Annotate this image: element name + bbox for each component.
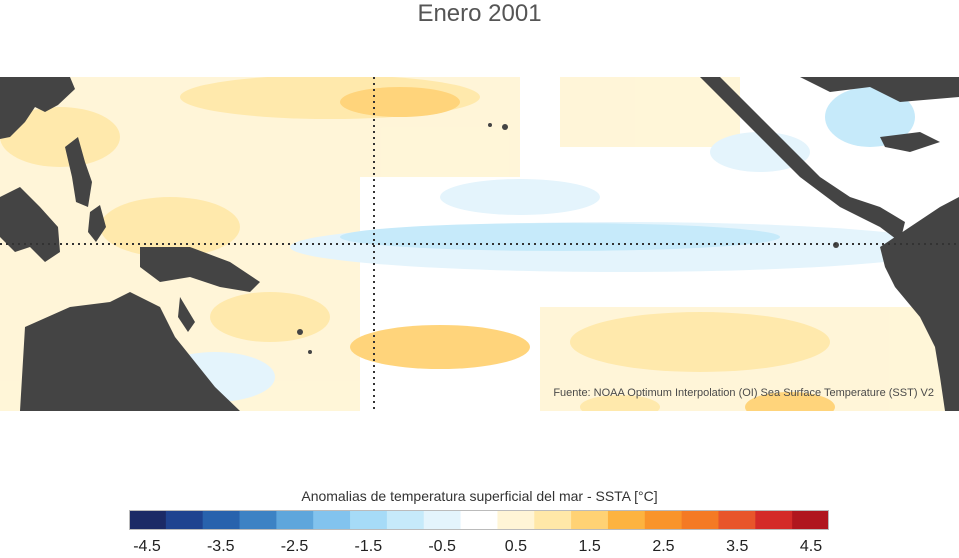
colorbar-swatch bbox=[202, 510, 241, 530]
colorbar-labels: -4.5 -3.5 -2.5 -1.5 -0.5 0.5 1.5 2.5 3.5 4.5 bbox=[0, 538, 959, 558]
source-note: Fuente: NOAA Optimum Interpolation (OI) … bbox=[553, 387, 934, 399]
colorbar-swatch bbox=[350, 510, 388, 530]
colorbar-tick-label: 4.5 bbox=[799, 538, 823, 555]
colorbar-tick-label: 2.5 bbox=[652, 538, 675, 555]
legend-title: Anomalias de temperatura superficial del… bbox=[301, 488, 658, 504]
colorbar-swatch bbox=[423, 510, 462, 530]
land-masses bbox=[0, 77, 959, 411]
colorbar bbox=[129, 510, 829, 530]
colorbar-tick-label: -2.5 bbox=[280, 538, 309, 555]
colorbar-border bbox=[129, 510, 829, 530]
colorbar-swatch bbox=[644, 510, 683, 530]
colorbar-swatch bbox=[165, 510, 204, 530]
colorbar-swatch bbox=[460, 510, 498, 530]
colorbar-tick-label: -1.5 bbox=[354, 538, 383, 555]
colorbar-swatch bbox=[571, 510, 609, 530]
colorbar-tick-label: -3.5 bbox=[206, 538, 235, 555]
colorbar-swatch bbox=[239, 510, 277, 530]
colorbar-swatch bbox=[313, 510, 351, 530]
colorbar-tick-label: 3.5 bbox=[726, 538, 749, 555]
colorbar-swatch bbox=[534, 510, 572, 530]
colorbar-swatch bbox=[718, 510, 756, 530]
colorbar-tick-label: 1.5 bbox=[578, 538, 601, 555]
anomaly-field-warm bbox=[0, 77, 959, 411]
colorbar-swatch bbox=[276, 510, 314, 530]
colorbar-tick-label: -0.5 bbox=[428, 538, 456, 555]
ssta-map bbox=[0, 77, 959, 411]
colorbar-swatch bbox=[755, 510, 793, 530]
colorbar-swatch bbox=[386, 510, 425, 530]
colorbar-swatch bbox=[792, 510, 829, 530]
colorbar-swatch bbox=[681, 510, 719, 530]
colorbar-swatch bbox=[129, 510, 167, 530]
colorbar-swatch bbox=[607, 510, 646, 530]
colorbar-swatch bbox=[497, 510, 535, 530]
map-title: Enero 2001 bbox=[417, 0, 542, 27]
colorbar-tick-label: -4.5 bbox=[133, 538, 161, 555]
colorbar-tick-label: 0.5 bbox=[504, 538, 527, 555]
